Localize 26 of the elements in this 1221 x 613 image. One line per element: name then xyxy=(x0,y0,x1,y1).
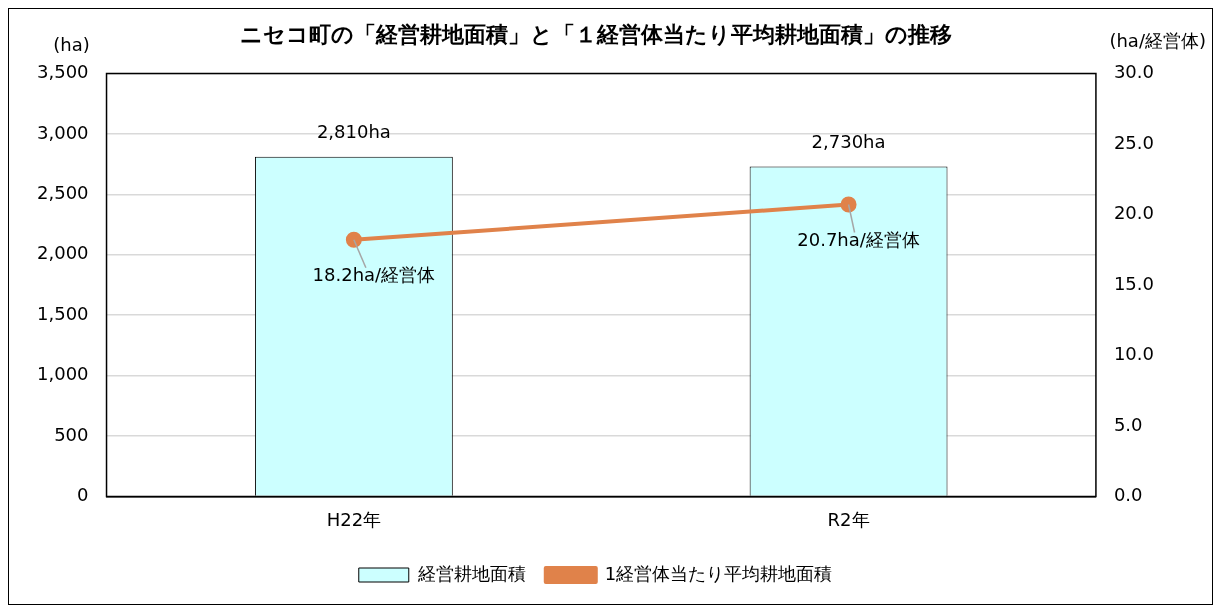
y2-tick-label: 15.0 xyxy=(1113,272,1154,294)
x-tick-label: R2年 xyxy=(827,508,870,530)
legend-label: 1経営体当たり平均耕地面積 xyxy=(604,562,833,584)
y-tick-label: 3,000 xyxy=(37,121,89,143)
y2-tick-label: 10.0 xyxy=(1113,343,1154,365)
data-label: 18.2ha/経営体 xyxy=(312,264,436,286)
y2-tick-label: 30.0 xyxy=(1113,61,1154,83)
y-axis-title: (ha) xyxy=(53,34,90,56)
data-label: 2,730ha xyxy=(811,131,886,153)
y2-tick-label: 25.0 xyxy=(1113,131,1154,153)
y-tick-label: 500 xyxy=(54,423,89,445)
y-tick-label: 1,000 xyxy=(37,363,89,385)
y-tick-label: 2,000 xyxy=(37,242,89,264)
y2-tick-label: 20.0 xyxy=(1113,202,1154,224)
legend-label: 経営耕地面積 xyxy=(416,562,526,584)
chart-title: ニセコ町の「経営耕地面積」と「１経営体当たり平均耕地面積」の推移 xyxy=(239,21,952,47)
data-label: 20.7ha/経営体 xyxy=(797,229,920,251)
x-tick-label: H22年 xyxy=(326,508,382,530)
data-label: 2,810ha xyxy=(316,121,391,143)
y-tick-label: 2,500 xyxy=(37,181,89,203)
y2-tick-label: 0.0 xyxy=(1113,484,1143,506)
y2-tick-label: 5.0 xyxy=(1113,413,1143,435)
y-tick-label: 1,500 xyxy=(37,302,89,324)
y-tick-label: 3,500 xyxy=(37,61,89,83)
y-tick-label: 0 xyxy=(77,484,89,506)
y2-axis-title: (ha/経営体) xyxy=(1109,30,1206,52)
